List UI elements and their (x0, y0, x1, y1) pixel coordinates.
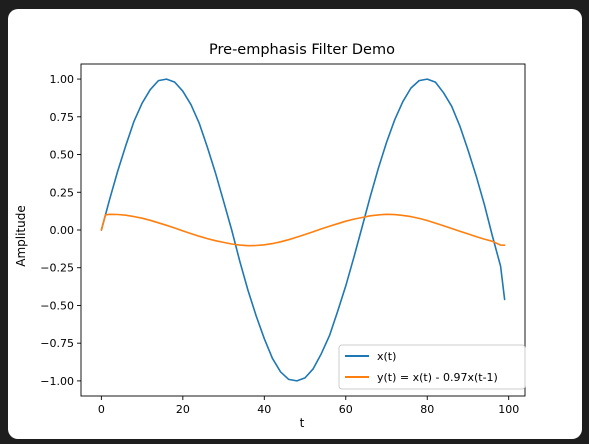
y-axis-label: Amplitude (14, 205, 28, 267)
figure-window: Pre-emphasis Filter Demo 0 20 40 60 80 100 1.0… (8, 9, 582, 439)
y-tick-label: 1.00 (50, 73, 75, 86)
legend-box (338, 344, 526, 390)
y-tick-label: −0.25 (40, 262, 74, 275)
x-tick-label: 60 (339, 403, 353, 416)
y-tick-label: 0.00 (50, 224, 75, 237)
x-tick-label: 0 (98, 403, 105, 416)
legend: x(t) y(t) = x(t) - 0.97x(t-1) (338, 344, 526, 390)
y-tick-label: −0.75 (40, 337, 74, 350)
legend-label-x: x(t) (377, 350, 396, 363)
x-tick-label: 80 (420, 403, 434, 416)
x-tick-label: 40 (257, 403, 271, 416)
x-tick-label: 100 (498, 403, 519, 416)
y-tick-label: 0.75 (50, 111, 75, 124)
y-tick-label: −1.00 (40, 375, 74, 388)
series-line-x (100, 78, 506, 382)
chart-title: Pre-emphasis Filter Demo (209, 42, 395, 58)
x-axis-label: t (300, 416, 305, 430)
line-chart: Pre-emphasis Filter Demo 0 20 40 60 80 100 1.0… (14, 42, 526, 430)
y-tick-label: −0.50 (40, 299, 74, 312)
legend-label-y: y(t) = x(t) - 0.97x(t-1) (377, 371, 498, 384)
axis-ticks: 0 20 40 60 80 100 1.00 0.75 0.50 0.25 0.00 −0.25 −0.… (40, 73, 519, 416)
x-tick-label: 20 (176, 403, 190, 416)
y-tick-label: 0.50 (50, 149, 75, 162)
series-line-y (100, 213, 506, 247)
y-tick-label: 0.25 (50, 186, 75, 199)
